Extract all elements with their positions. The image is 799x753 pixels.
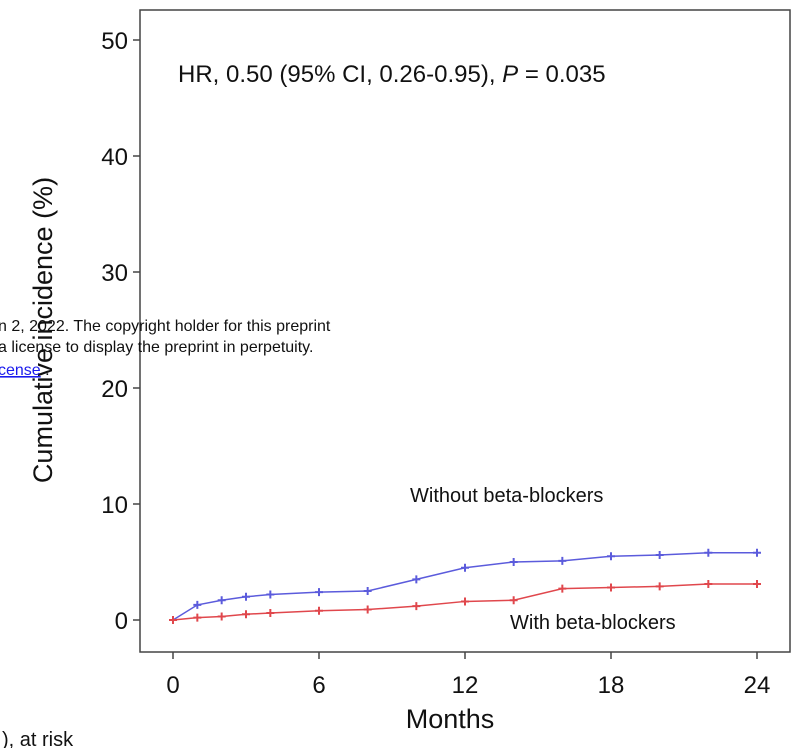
censor-mark [315,606,323,615]
annotation-text: HR, 0.50 (95% CI, 0.26-0.95), [178,61,502,88]
series-label: Without beta-blockers [410,485,603,507]
censor-mark [509,596,518,605]
x-tick-label: 18 [598,672,625,699]
overlay-link[interactable]: cense [0,362,41,379]
censor-mark [607,583,615,592]
overlay-text: . [41,362,50,379]
annotation-text: = 0.035 [518,61,605,88]
x-tick-label: 12 [452,672,479,699]
censor-mark [217,596,226,605]
overlay-text: ), at risk [2,729,74,748]
x-tick-label: 0 [166,672,179,699]
censor-mark [266,609,275,618]
censor-mark [412,575,421,584]
censor-mark [363,605,372,614]
censor-mark [655,582,664,591]
censor-mark [193,600,202,609]
annotation-italic: P [502,61,518,88]
censor-mark [607,552,615,561]
y-axis-label: Cumulative incidence (%) [28,177,58,483]
censor-mark [461,597,469,606]
y-tick-label: 40 [101,144,128,171]
x-axis-label: Months [406,704,495,734]
censor-mark [558,556,567,565]
censor-mark [558,584,567,593]
y-tick-label: 30 [101,260,128,287]
overlay-text: a license to display the preprint in per… [0,339,313,356]
censor-mark [363,587,372,595]
overlay-text: cense . [0,362,50,379]
censor-mark [315,588,323,597]
censor-mark [753,548,761,557]
censor-mark [509,558,518,566]
overlay-text: n 2, 2022. The copyright holder for this… [0,318,331,335]
censor-mark [169,616,177,624]
x-tick-label: 24 [744,672,771,699]
annotation: HR, 0.50 (95% CI, 0.26-0.95), P = 0.035 [178,61,606,88]
y-tick-label: 0 [115,608,128,635]
censor-mark [704,548,713,557]
censor-mark [412,602,421,611]
censor-mark [242,592,250,601]
y-tick-label: 10 [101,492,128,519]
x-tick-label: 6 [312,672,325,699]
censor-mark [266,590,275,599]
series-label: With beta-blockers [510,612,676,634]
censor-mark [217,612,226,621]
censor-mark [753,580,761,589]
censor-mark [461,563,469,572]
y-tick-label: 20 [101,376,128,403]
censor-mark [242,610,250,619]
y-tick-label: 50 [101,28,128,55]
censor-mark [704,580,713,589]
censor-mark [193,613,202,622]
censor-mark [655,551,664,560]
